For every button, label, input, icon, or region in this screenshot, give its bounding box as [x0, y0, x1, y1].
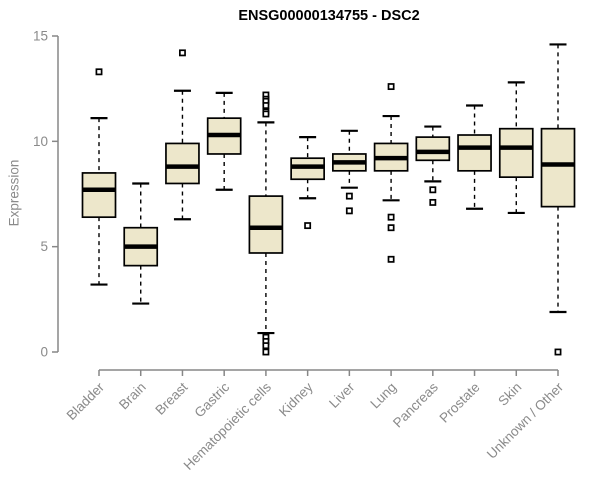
boxplot-prostate: [457, 104, 492, 210]
y-tick-label: 5: [40, 239, 48, 254]
outlier-marker: [387, 213, 395, 221]
outlier-marker: [387, 224, 395, 232]
boxplot-bladder: [81, 68, 117, 286]
box-rect: [540, 127, 576, 208]
boxplot-liver: [332, 129, 367, 215]
boxplot-gastric: [206, 91, 242, 191]
y-tick-label: 0: [40, 345, 48, 360]
box-rect: [165, 142, 200, 185]
boxplot-lung: [373, 83, 409, 263]
x-tick-label: Kidney: [276, 379, 316, 419]
y-tick-label: 10: [33, 134, 48, 149]
x-tick-label: Prostate: [437, 380, 483, 426]
x-tick-label: Skin: [495, 380, 524, 409]
boxplot-breast: [165, 49, 200, 221]
boxplot-kidney: [290, 136, 325, 230]
box-rect: [457, 134, 492, 172]
outlier-marker: [262, 348, 270, 356]
boxplot-hematopoietic-cells: [248, 91, 284, 356]
x-tick-label: Bladder: [64, 379, 108, 423]
boxplot-brain: [123, 182, 159, 305]
outlier-marker: [262, 102, 270, 109]
box-rect: [415, 136, 451, 162]
outlier-marker: [345, 207, 353, 215]
x-tick-label: Brain: [116, 380, 149, 413]
x-tick-label: Liver: [326, 379, 358, 411]
outlier-marker: [304, 222, 312, 230]
outlier-marker: [345, 192, 353, 200]
x-tick-label: Breast: [152, 379, 190, 417]
outlier-marker: [429, 198, 437, 206]
outlier-marker: [429, 186, 437, 194]
y-tick-label: 15: [33, 29, 48, 44]
outlier-marker: [387, 83, 395, 91]
box-rect: [498, 127, 534, 178]
boxplot-skin: [498, 81, 534, 215]
chart-title: ENSG00000134755 - DSC2: [238, 8, 420, 24]
x-tick-label: Lung: [367, 380, 399, 412]
outlier-marker: [262, 110, 270, 118]
outlier-marker: [554, 348, 562, 356]
outlier-marker: [262, 342, 270, 350]
x-tick-label: Unknown / Other: [484, 379, 567, 462]
x-tick-label: Pancreas: [390, 379, 441, 430]
boxplot-unknown-other: [540, 43, 576, 356]
outlier-marker: [95, 68, 103, 76]
outlier-marker: [179, 49, 186, 57]
box-rect: [81, 172, 117, 219]
x-tick-label: Gastric: [191, 379, 232, 420]
box-rect: [248, 195, 284, 254]
boxplot-pancreas: [415, 125, 451, 206]
outlier-marker: [387, 255, 395, 263]
